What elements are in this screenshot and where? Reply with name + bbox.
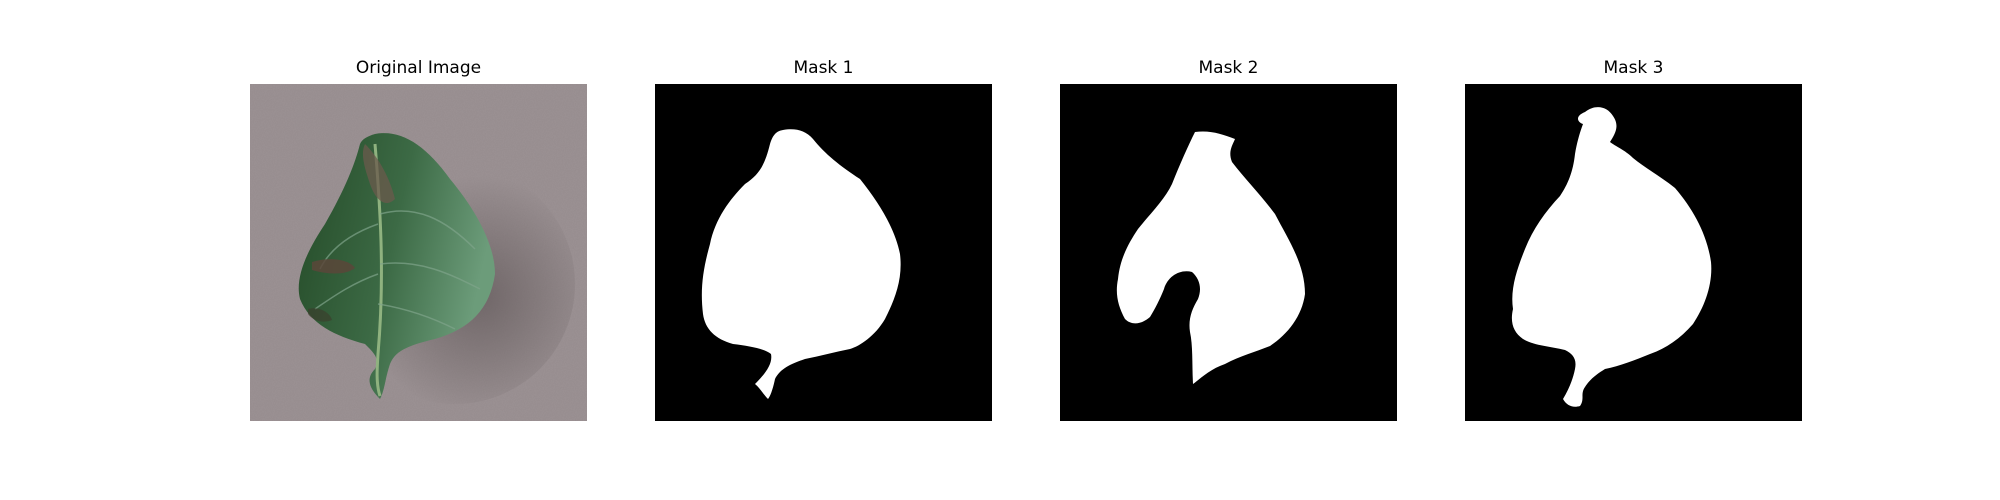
mask-3-image bbox=[1465, 84, 1802, 421]
leaf-photo bbox=[250, 84, 587, 421]
panel-title-original: Original Image bbox=[355, 58, 482, 78]
leaf-lesion-left bbox=[312, 259, 355, 274]
leaf-mask-2 bbox=[1060, 84, 1397, 421]
leaf-lesion-bottom bbox=[308, 308, 332, 322]
leaf-lesion-top bbox=[362, 144, 395, 204]
mask-2-image bbox=[1060, 84, 1397, 421]
mask-1-region bbox=[701, 129, 901, 399]
leaf-blade bbox=[298, 133, 495, 399]
mask-1-image bbox=[655, 84, 992, 421]
original-image bbox=[250, 84, 587, 421]
panel-title-mask-3: Mask 3 bbox=[1603, 58, 1664, 78]
leaf-mask-3 bbox=[1465, 84, 1802, 421]
mask-2-region bbox=[1116, 131, 1305, 384]
mask-3-region bbox=[1511, 107, 1712, 407]
panel-title-mask-1: Mask 1 bbox=[793, 58, 854, 78]
leaf-veins bbox=[314, 210, 481, 330]
panel-title-mask-2: Mask 2 bbox=[1198, 58, 1259, 78]
leaf-mask-1 bbox=[655, 84, 992, 421]
